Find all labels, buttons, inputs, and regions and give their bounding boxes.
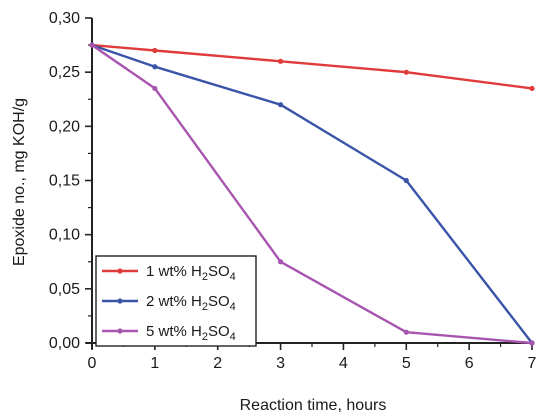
legend-item: 5 wt% H2SO4 [102, 323, 236, 343]
x-tick-label: 7 [528, 355, 537, 372]
data-point [403, 69, 409, 75]
legend-text-part: 5 wt% H [146, 323, 202, 340]
y-tick-label: 0,05 [49, 281, 80, 298]
legend-label: 1 wt% H2SO4 [146, 263, 236, 283]
legend-item: 2 wt% H2SO4 [102, 293, 236, 313]
data-point [529, 340, 535, 346]
x-tick-label: 0 [88, 355, 97, 372]
legend-subscript: 4 [230, 271, 236, 283]
legend-subscript: 4 [230, 301, 236, 313]
data-point [529, 85, 535, 92]
y-tick-label: 0,25 [49, 64, 80, 81]
y-tick-label: 0,20 [49, 118, 80, 135]
legend-subscript: 2 [202, 301, 208, 313]
legend-subscript: 4 [230, 331, 236, 343]
data-point [152, 47, 158, 54]
data-point [277, 58, 284, 64]
legend-label: 5 wt% H2SO4 [146, 323, 236, 343]
y-tick-label: 0,15 [49, 173, 80, 190]
y-axis-title: Epoxide no., mg KOH/g [11, 98, 28, 266]
x-tick-label: 5 [402, 355, 411, 372]
y-tick-label: 0,10 [49, 227, 80, 244]
legend-swatch-marker [117, 298, 123, 304]
x-tick-label: 6 [465, 355, 474, 372]
legend-subscript: 2 [202, 331, 208, 343]
series-layer [89, 42, 535, 346]
data-point [277, 102, 284, 108]
data-point [152, 64, 158, 70]
series-3 [89, 42, 535, 346]
y-tick-label: 0,30 [49, 10, 80, 27]
data-point [89, 42, 95, 48]
legend-text-part: SO [208, 263, 230, 280]
legend-text-part: SO [208, 323, 230, 340]
legend-label: 2 wt% H2SO4 [146, 293, 236, 313]
x-axis-title: Reaction time, hours [240, 397, 387, 414]
legend-swatch-marker [117, 268, 123, 274]
legend-swatch-marker [117, 328, 123, 334]
x-tick-label: 1 [150, 355, 159, 372]
legend-subscript: 2 [202, 271, 208, 283]
x-tick-label: 4 [339, 355, 348, 372]
data-point [403, 177, 409, 184]
legend-text-part: 2 wt% H [146, 293, 202, 310]
data-point [277, 259, 284, 265]
legend-item: 1 wt% H2SO4 [102, 263, 236, 283]
legend-text-part: 1 wt% H [146, 263, 202, 280]
x-tick-label: 2 [213, 355, 222, 372]
data-point [403, 329, 409, 335]
data-point [152, 85, 158, 92]
x-tick-label: 3 [276, 355, 285, 372]
legend-text-part: SO [208, 293, 230, 310]
y-tick-label: 0,00 [49, 335, 80, 352]
